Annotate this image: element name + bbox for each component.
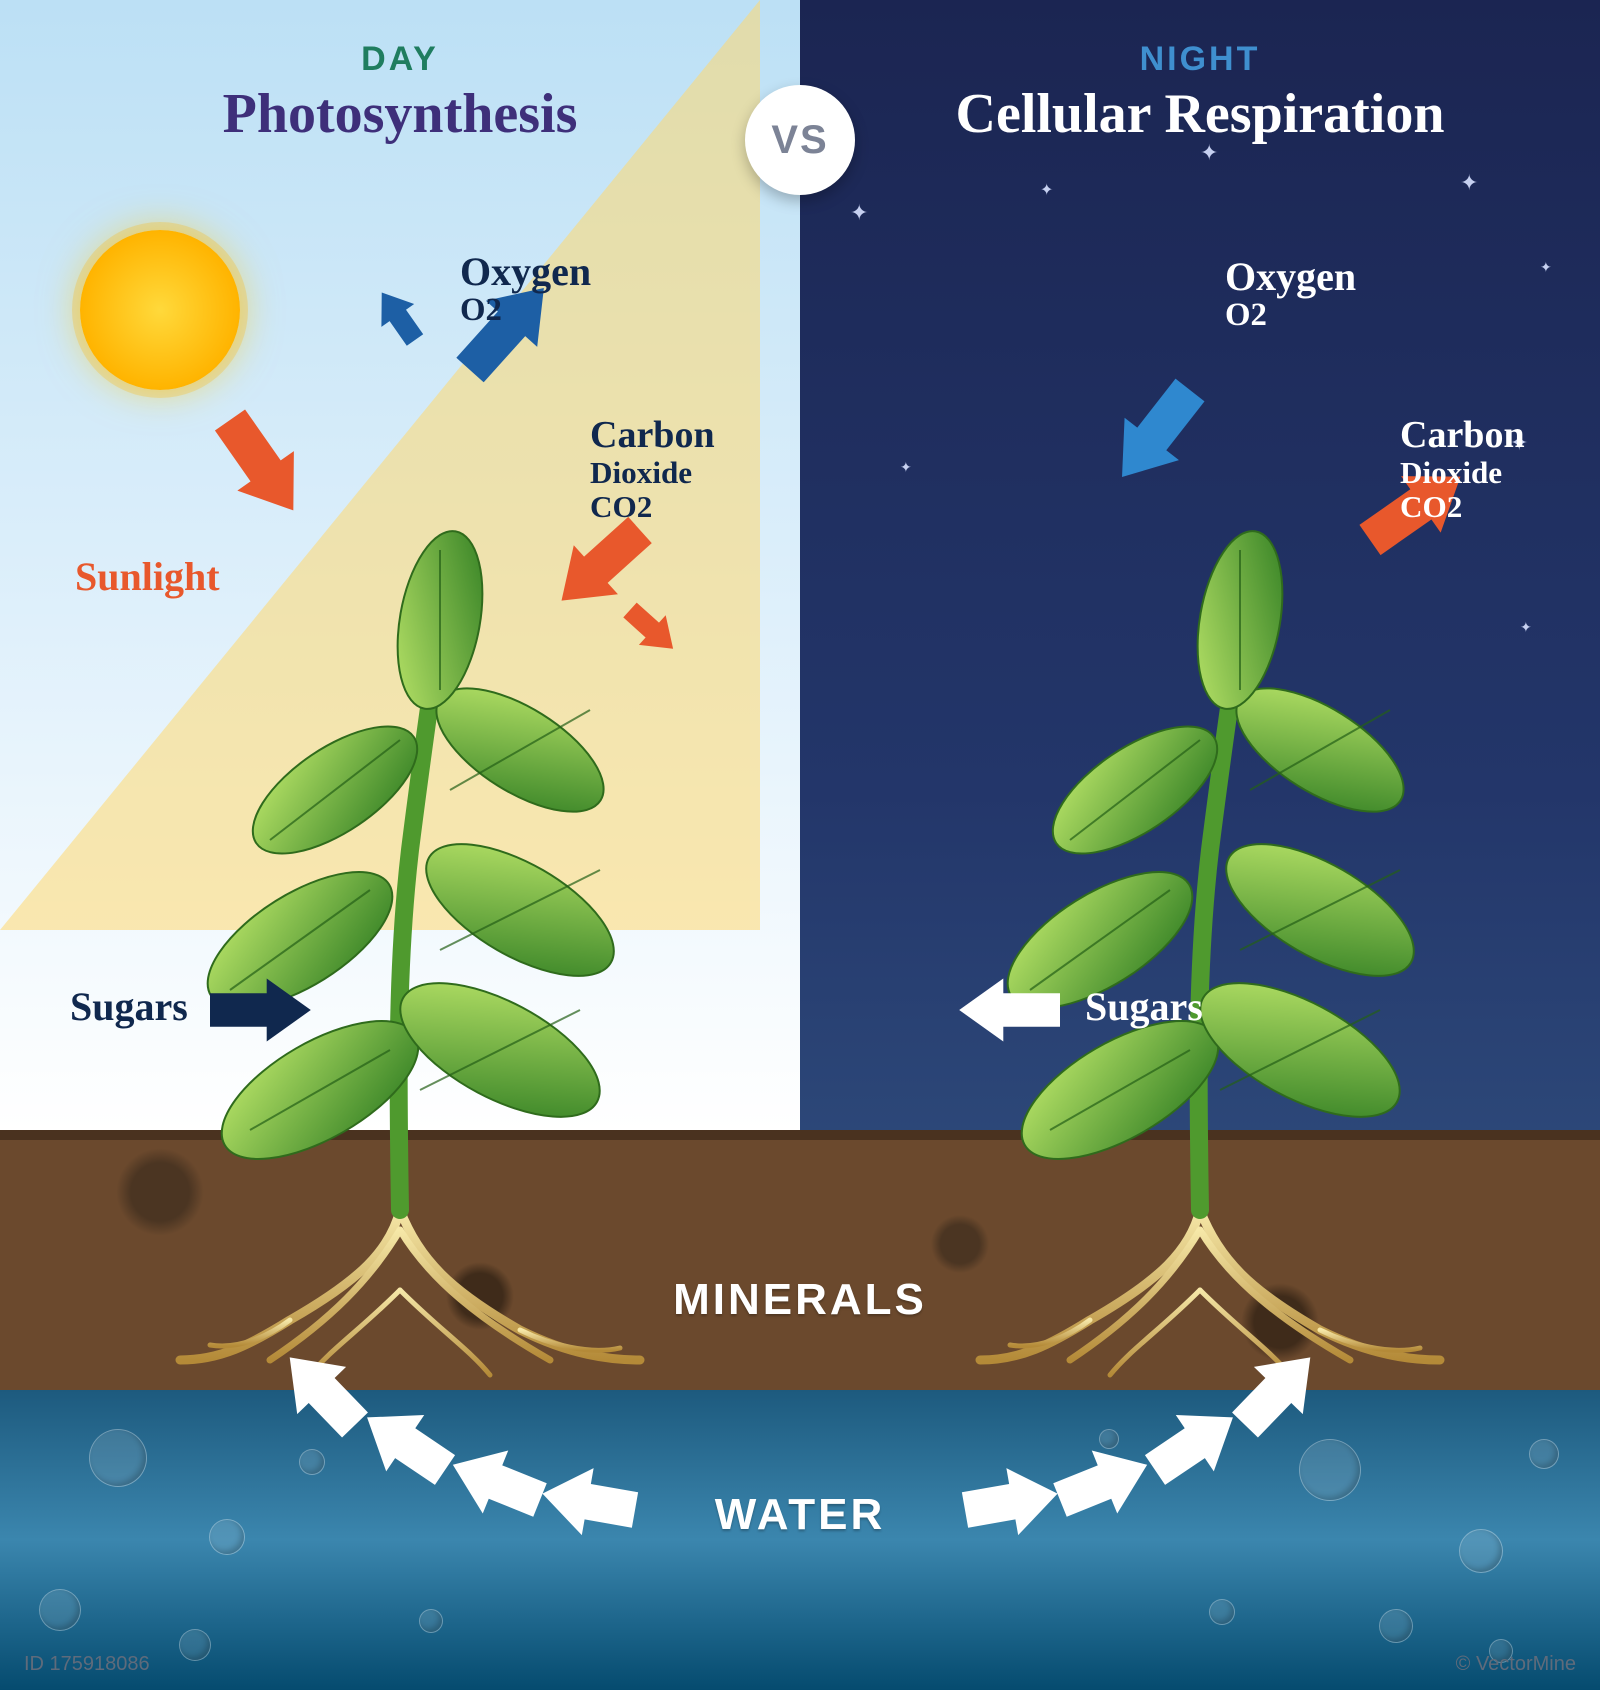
bubble	[90, 1430, 146, 1486]
bubble	[40, 1590, 80, 1630]
label-minerals: MINERALS	[673, 1275, 927, 1325]
day-big: Photosynthesis	[0, 85, 800, 144]
bubble	[300, 1450, 324, 1474]
bubble	[180, 1630, 210, 1660]
night-small: NIGHT	[800, 40, 1600, 79]
bubble	[1300, 1440, 1360, 1500]
sky-night	[800, 0, 1600, 1130]
bubble	[1210, 1600, 1234, 1624]
vs-badge: VS	[745, 85, 855, 195]
bubble	[1380, 1610, 1412, 1642]
day-small: DAY	[0, 40, 800, 79]
bubble	[1530, 1440, 1558, 1468]
label-water: WATER	[715, 1490, 886, 1540]
label-co2-day: CarbonDioxideCO2	[590, 415, 715, 523]
label-oxygen-day: OxygenO2	[460, 250, 591, 329]
diagram-stage: ✦ ✦ ✦ ✦ ✦ ✦ ✦ ✦ DAY Photosynthesis NIGHT…	[0, 0, 1600, 1690]
star-icon: ✦	[850, 200, 868, 226]
bubble	[1100, 1430, 1118, 1448]
footer-id: ID 175918086	[24, 1653, 150, 1676]
title-night: NIGHT Cellular Respiration	[800, 40, 1600, 144]
title-day: DAY Photosynthesis	[0, 40, 800, 144]
label-oxygen-night: OxygenO2	[1225, 255, 1356, 334]
label-sugars-night: Sugars	[1085, 985, 1203, 1028]
bubble	[1460, 1530, 1502, 1572]
star-icon: ✦	[1460, 170, 1478, 196]
label-co2-night: CarbonDioxideCO2	[1400, 415, 1525, 523]
night-big: Cellular Respiration	[800, 85, 1600, 144]
star-icon: ✦	[1520, 620, 1532, 637]
footer-credit: © VectorMine	[1456, 1653, 1576, 1676]
star-icon: ✦	[1540, 260, 1552, 277]
soil-layer	[0, 1130, 1600, 1400]
bubble	[210, 1520, 244, 1554]
sun-icon	[80, 230, 240, 390]
bubble	[420, 1610, 442, 1632]
star-icon: ✦	[900, 460, 912, 477]
label-sunlight: Sunlight	[75, 555, 220, 598]
label-sugars-day: Sugars	[70, 985, 188, 1028]
star-icon: ✦	[1040, 180, 1053, 200]
vs-text: VS	[771, 118, 828, 163]
